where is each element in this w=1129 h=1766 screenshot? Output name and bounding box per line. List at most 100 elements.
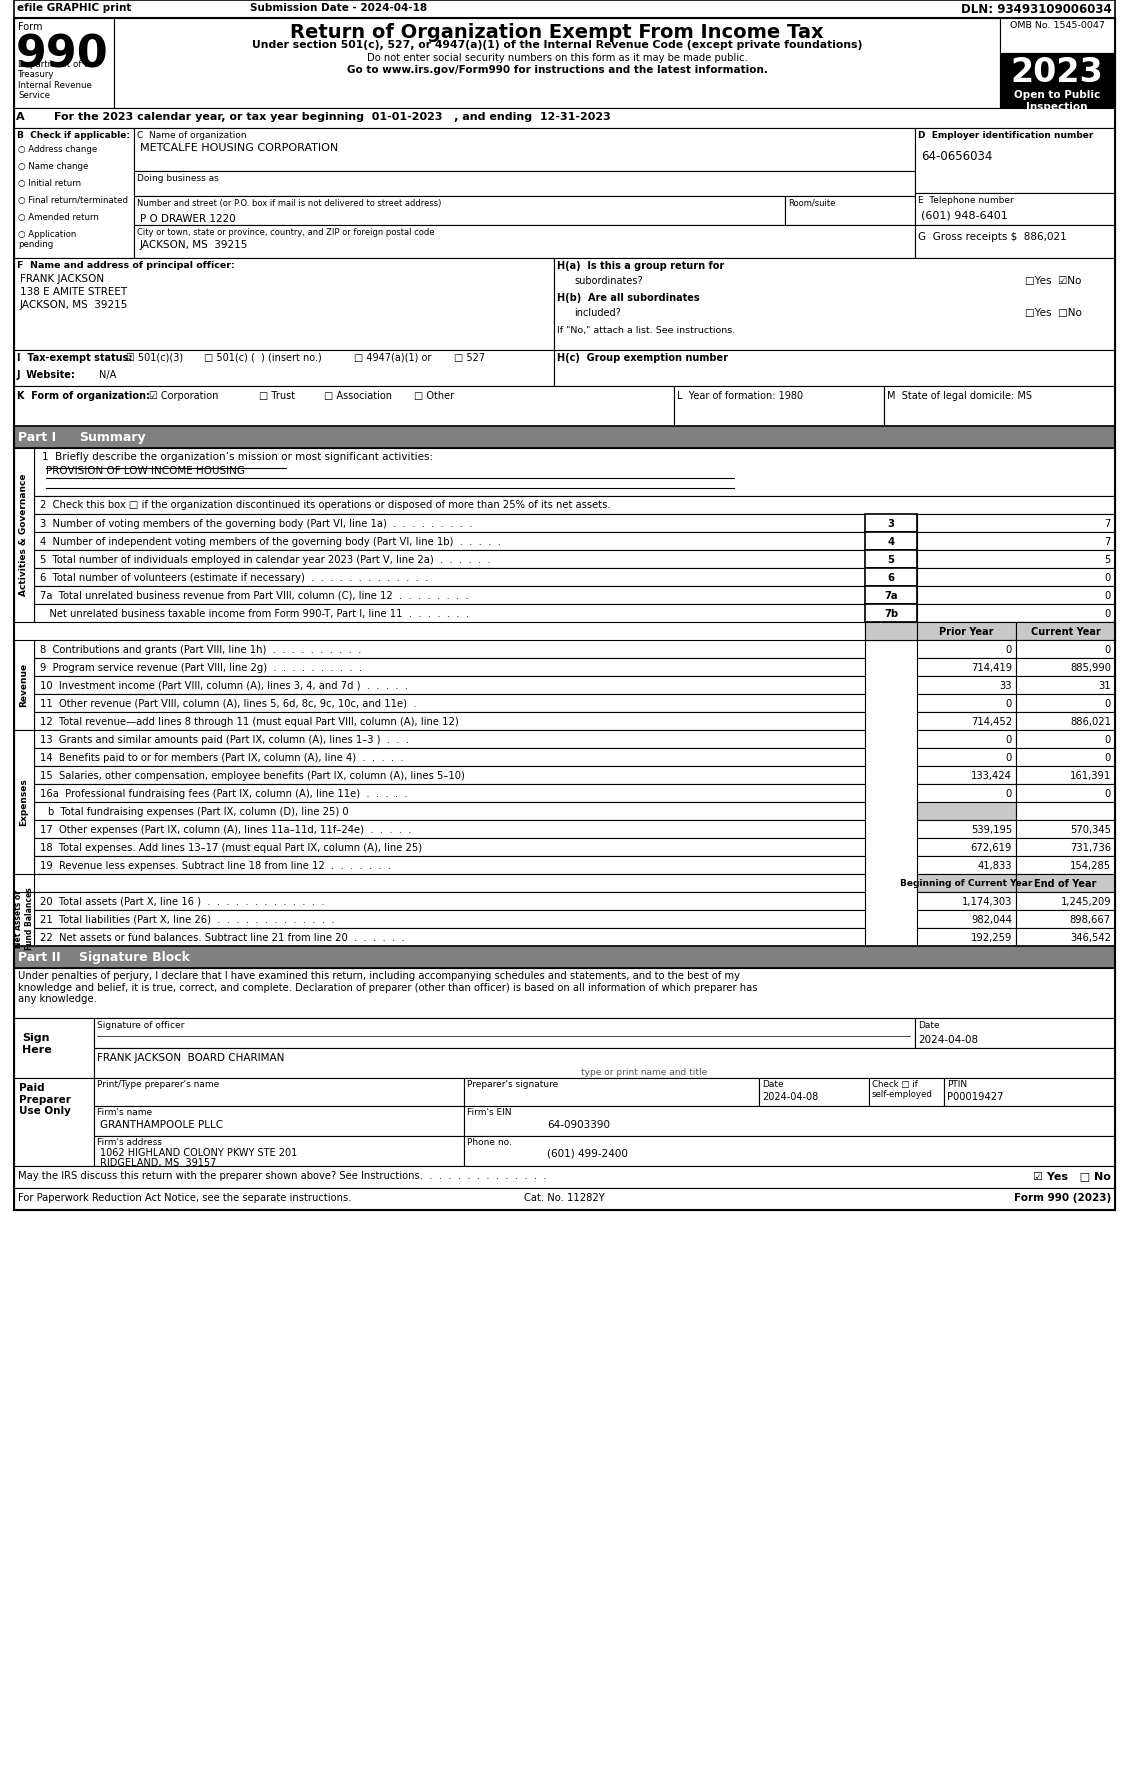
- Text: 0: 0: [1105, 645, 1111, 655]
- Bar: [134, 196, 785, 224]
- Text: N/A: N/A: [99, 371, 116, 380]
- Bar: [914, 127, 1115, 192]
- Bar: [34, 927, 865, 947]
- Text: E  Telephone number: E Telephone number: [918, 196, 1014, 205]
- Text: Preparer's signature: Preparer's signature: [467, 1081, 558, 1090]
- Bar: [1016, 839, 1115, 857]
- Bar: [94, 1106, 464, 1136]
- Text: Date: Date: [918, 1021, 939, 1030]
- Text: 346,542: 346,542: [1070, 932, 1111, 943]
- Text: Under section 501(c), 527, or 4947(a)(1) of the Internal Revenue Code (except pr: Under section 501(c), 527, or 4947(a)(1)…: [252, 41, 863, 49]
- Text: b  Total fundraising expenses (Part IX, column (D), line 25) 0: b Total fundraising expenses (Part IX, c…: [49, 807, 349, 818]
- Bar: [917, 802, 1016, 819]
- Text: Cat. No. 11282Y: Cat. No. 11282Y: [524, 1194, 605, 1203]
- Text: 154,285: 154,285: [1070, 862, 1111, 871]
- Text: L  Year of formation: 1980: L Year of formation: 1980: [677, 390, 803, 401]
- Bar: [917, 766, 1016, 784]
- Text: 0: 0: [1006, 645, 1012, 655]
- Bar: [917, 569, 1115, 586]
- Text: 539,195: 539,195: [971, 825, 1012, 835]
- Bar: [917, 586, 1115, 604]
- Bar: [134, 171, 914, 196]
- Bar: [34, 659, 865, 676]
- Bar: [464, 1077, 759, 1106]
- Text: FRANK JACKSON  BOARD CHARIMAN: FRANK JACKSON BOARD CHARIMAN: [97, 1053, 285, 1063]
- Text: J  Website:: J Website:: [17, 371, 76, 380]
- Bar: [34, 639, 865, 659]
- Text: JACKSON, MS  39215: JACKSON, MS 39215: [140, 240, 248, 251]
- Text: B  Check if applicable:: B Check if applicable:: [17, 131, 130, 140]
- Text: 64-0903390: 64-0903390: [546, 1120, 610, 1130]
- Bar: [865, 549, 917, 569]
- Text: 15  Salaries, other compensation, employee benefits (Part IX, column (A), lines : 15 Salaries, other compensation, employe…: [40, 772, 465, 781]
- Bar: [917, 639, 1016, 659]
- Bar: [1016, 712, 1115, 729]
- Text: Firm's name: Firm's name: [97, 1107, 152, 1118]
- Text: Submission Date - 2024-04-18: Submission Date - 2024-04-18: [250, 4, 427, 12]
- Text: 4: 4: [887, 537, 894, 547]
- Text: F  Name and address of principal officer:: F Name and address of principal officer:: [17, 261, 235, 270]
- Bar: [14, 1166, 1115, 1189]
- Bar: [14, 639, 34, 729]
- Text: H(a)  Is this a group return for: H(a) Is this a group return for: [557, 261, 724, 270]
- Bar: [1016, 802, 1115, 819]
- Bar: [34, 586, 865, 604]
- Bar: [917, 892, 1016, 909]
- Text: Under penalties of perjury, I declare that I have examined this return, includin: Under penalties of perjury, I declare th…: [18, 971, 758, 1005]
- Bar: [917, 819, 1016, 839]
- Text: 0: 0: [1006, 789, 1012, 798]
- Bar: [34, 449, 1115, 496]
- Text: DLN: 93493109006034: DLN: 93493109006034: [961, 4, 1112, 16]
- Bar: [34, 819, 865, 839]
- Bar: [917, 604, 1115, 622]
- Bar: [917, 749, 1016, 766]
- Bar: [14, 350, 554, 387]
- Text: Form: Form: [18, 21, 43, 32]
- Text: Date: Date: [762, 1081, 784, 1090]
- Text: 138 E AMITE STREET: 138 E AMITE STREET: [20, 288, 128, 297]
- Text: 1  Briefly describe the organization’s mission or most significant activities:: 1 Briefly describe the organization’s mi…: [42, 452, 434, 463]
- Text: Beginning of Current Year: Beginning of Current Year: [900, 879, 1033, 888]
- Text: 13  Grants and similar amounts paid (Part IX, column (A), lines 1–3 )  .  .  .: 13 Grants and similar amounts paid (Part…: [40, 735, 409, 745]
- Bar: [1016, 766, 1115, 784]
- Text: ☑ Corporation: ☑ Corporation: [149, 390, 218, 401]
- Text: 10  Investment income (Part VIII, column (A), lines 3, 4, and 7d )  .  .  .  .  : 10 Investment income (Part VIII, column …: [40, 682, 408, 691]
- Text: 11  Other revenue (Part VIII, column (A), lines 5, 6d, 8c, 9c, 10c, and 11e)  .: 11 Other revenue (Part VIII, column (A),…: [40, 699, 417, 708]
- Bar: [34, 694, 865, 712]
- Bar: [865, 604, 917, 622]
- Bar: [917, 784, 1016, 802]
- Text: Form 990 (2023): Form 990 (2023): [1014, 1194, 1111, 1203]
- Bar: [464, 1106, 1115, 1136]
- Bar: [14, 426, 1115, 449]
- Bar: [917, 676, 1016, 694]
- Text: 14  Benefits paid to or for members (Part IX, column (A), line 4)  .  .  .  .  .: 14 Benefits paid to or for members (Part…: [40, 752, 404, 763]
- Text: City or town, state or province, country, and ZIP or foreign postal code: City or town, state or province, country…: [137, 228, 435, 237]
- Bar: [1016, 659, 1115, 676]
- Text: Revenue: Revenue: [19, 662, 28, 706]
- Text: Department of the
Treasury
Internal Revenue
Service: Department of the Treasury Internal Reve…: [18, 60, 98, 101]
- Bar: [34, 729, 865, 749]
- Text: ○ Final return/terminated: ○ Final return/terminated: [18, 196, 128, 205]
- Text: 0: 0: [1105, 789, 1111, 798]
- Text: ○ Initial return: ○ Initial return: [18, 178, 81, 187]
- Bar: [14, 127, 134, 258]
- Text: 20  Total assets (Part X, line 16 )  .  .  .  .  .  .  .  .  .  .  .  .  .: 20 Total assets (Part X, line 16 ) . . .…: [40, 897, 324, 908]
- Bar: [917, 729, 1016, 749]
- Bar: [865, 622, 917, 639]
- Bar: [917, 712, 1016, 729]
- Bar: [884, 387, 1115, 426]
- Text: 21  Total liabilities (Part X, line 26)  .  .  .  .  .  .  .  .  .  .  .  .  .: 21 Total liabilities (Part X, line 26) .…: [40, 915, 334, 925]
- Text: 7: 7: [1104, 537, 1111, 547]
- Text: PROVISION OF LOW INCOME HOUSING: PROVISION OF LOW INCOME HOUSING: [46, 466, 245, 477]
- Text: □Yes  □No: □Yes □No: [1025, 307, 1082, 318]
- Bar: [34, 874, 865, 892]
- Text: PTIN: PTIN: [947, 1081, 968, 1090]
- Bar: [34, 766, 865, 784]
- Bar: [1016, 676, 1115, 694]
- Bar: [917, 622, 1016, 639]
- Text: Firm's address: Firm's address: [97, 1137, 161, 1146]
- Bar: [14, 729, 34, 874]
- Text: 0: 0: [1006, 735, 1012, 745]
- Text: C  Name of organization: C Name of organization: [137, 131, 246, 140]
- Bar: [1016, 694, 1115, 712]
